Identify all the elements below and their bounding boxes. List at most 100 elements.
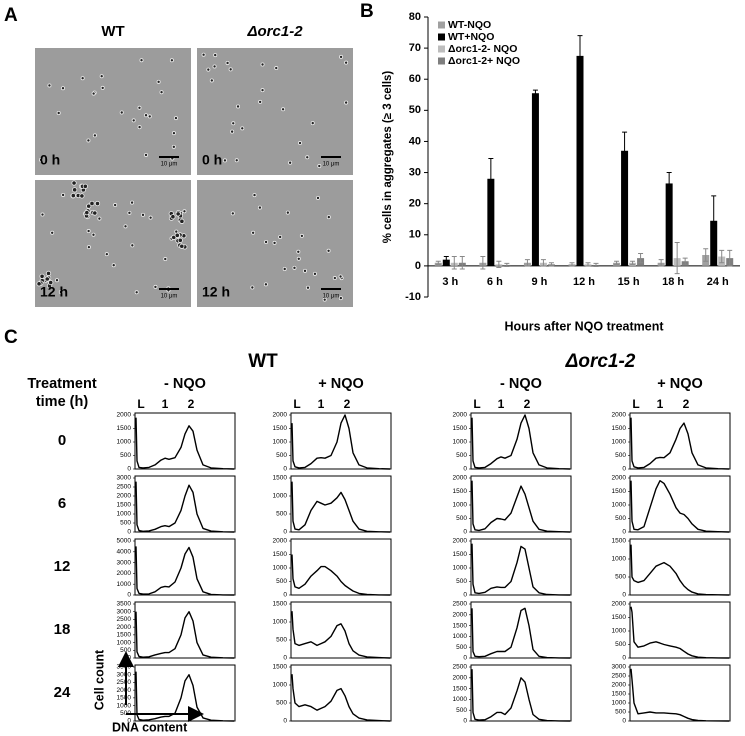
y-tick-label: 1000 — [117, 511, 132, 518]
cell — [230, 211, 235, 216]
y-tick-label: 3000 — [117, 671, 132, 678]
cell — [127, 210, 132, 215]
cell — [89, 200, 95, 207]
cell — [48, 279, 54, 286]
error-bar — [703, 248, 709, 262]
cells — [36, 180, 188, 295]
cell — [39, 273, 45, 279]
time-label: 0 h — [40, 152, 60, 168]
cell — [144, 152, 149, 157]
y-tick-label: 1000 — [273, 493, 288, 500]
cell — [326, 215, 331, 220]
y-tick-label: 0 — [463, 592, 467, 599]
error-bar — [638, 252, 644, 264]
cell — [274, 66, 279, 71]
y-tick-label: 500 — [615, 641, 626, 648]
cell — [56, 111, 61, 116]
y-tick-label: 500 — [456, 452, 467, 459]
cell — [171, 131, 176, 136]
y-tick-label: 2000 — [117, 412, 132, 419]
cell — [54, 278, 59, 283]
error-bar — [585, 262, 591, 267]
legend-label: WT-NQO — [448, 19, 491, 31]
y-tick-label: 0 — [622, 718, 626, 725]
cell — [251, 230, 256, 235]
error-bar — [540, 259, 546, 267]
histogram-curve — [135, 481, 235, 533]
y-tick-label: 0 — [127, 529, 131, 536]
cell — [175, 211, 181, 217]
x-tick-label: 6 h — [487, 276, 503, 288]
histogram-curve — [135, 417, 235, 470]
cell — [45, 270, 52, 276]
y-tick-label: 0 — [622, 529, 626, 536]
histogram-curve — [630, 417, 730, 470]
cell — [317, 164, 322, 169]
y-tick-label: 0 — [463, 529, 467, 536]
cell — [305, 155, 310, 160]
panel-label: C — [4, 327, 18, 348]
y-tick-label: 500 — [456, 578, 467, 585]
y-tick-label: 2000 — [273, 412, 288, 419]
y-tick-label: 1500 — [453, 425, 468, 432]
legend-label: Δorc1-2+ NQO — [448, 55, 520, 67]
cell — [47, 83, 52, 88]
y-tick-label: 500 — [276, 578, 287, 585]
treatment-title: - NQO — [500, 376, 542, 392]
y-tick-label: 1500 — [612, 614, 627, 621]
strain-title: WT — [248, 351, 278, 372]
bar — [487, 178, 495, 266]
cell — [86, 245, 91, 250]
y-tick-label: 1000 — [273, 439, 288, 446]
y-tick-label: 1500 — [612, 488, 627, 495]
cell — [282, 267, 287, 272]
y-tick-label: 1500 — [273, 475, 288, 482]
y-tick-label: 80 — [409, 11, 421, 23]
cell — [159, 90, 164, 95]
y-tick-label: 70 — [409, 42, 421, 54]
histogram-curve — [471, 414, 571, 470]
micrograph — [35, 48, 191, 175]
y-tick-label: 1000 — [273, 565, 288, 572]
cell — [201, 52, 206, 57]
error-bar — [577, 35, 583, 77]
error-bar — [435, 260, 441, 265]
y-tick-label: 3500 — [117, 601, 132, 608]
cell — [258, 99, 263, 104]
error-bar — [451, 256, 457, 270]
cell — [94, 200, 101, 207]
cell — [71, 180, 77, 186]
histogram-frame — [134, 412, 236, 470]
y-tick-label: 500 — [276, 637, 287, 644]
y-tick-label: 2000 — [453, 412, 468, 419]
cell — [119, 110, 124, 115]
y-tick-label: 2500 — [117, 679, 132, 686]
y-tick-label: 1000 — [612, 628, 627, 635]
y-tick-label: 500 — [615, 574, 626, 581]
histogram-curve — [291, 481, 391, 533]
cell — [264, 240, 269, 245]
cell — [137, 105, 142, 110]
column-title: Δorc1-2 — [246, 23, 303, 40]
y-tick-label: 0 — [283, 592, 287, 599]
cell — [80, 76, 85, 81]
y-tick-label: 4000 — [117, 549, 132, 556]
error-bar — [524, 259, 530, 267]
histogram-frame — [134, 475, 236, 533]
cell — [296, 256, 301, 261]
bar — [576, 55, 584, 266]
x-axis-title: Hours after NQO treatment — [504, 319, 664, 333]
y-tick-label: 40 — [409, 135, 421, 147]
histogram-frame — [629, 664, 731, 722]
bar — [665, 183, 673, 266]
y-tick-label: 1500 — [612, 425, 627, 432]
cell — [104, 252, 109, 257]
bar — [621, 150, 629, 266]
cell — [130, 200, 135, 205]
histogram-frame — [290, 601, 392, 659]
peak-label: L — [293, 397, 300, 411]
cell — [131, 118, 136, 123]
peak-label: 1 — [498, 397, 505, 411]
cell — [174, 232, 180, 238]
